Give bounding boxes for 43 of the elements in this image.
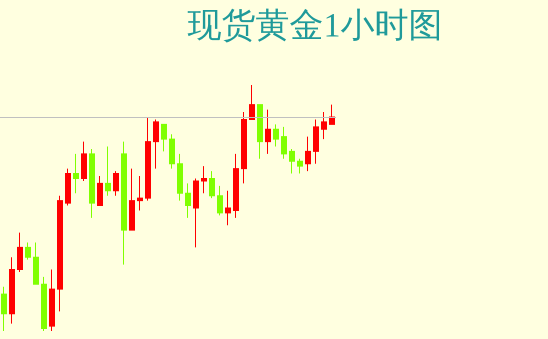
candlestick	[257, 104, 263, 160]
candlestick	[217, 185, 223, 216]
candlestick	[57, 195, 63, 312]
candlestick	[25, 242, 31, 260]
candlestick	[121, 141, 127, 266]
candlestick	[65, 168, 71, 206]
chart-title: 现货黄金1小时图	[188, 8, 442, 44]
candlestick	[9, 256, 15, 324]
candlestick	[281, 126, 287, 160]
candlestick	[41, 276, 47, 332]
candlestick	[273, 124, 279, 147]
candlestick	[33, 242, 39, 285]
candlestick	[241, 112, 247, 184]
candlestick	[153, 118, 159, 170]
candlestick	[129, 168, 135, 231]
candlestick	[49, 269, 55, 332]
candlestick	[185, 182, 191, 218]
candlestick	[73, 153, 79, 194]
candlestick	[161, 124, 167, 152]
candlestick	[89, 148, 95, 218]
candlestick	[297, 158, 303, 174]
candlestick	[137, 176, 143, 211]
candlestick	[169, 134, 175, 170]
candlestick	[105, 146, 111, 196]
candlestick	[289, 148, 295, 174]
candlestick	[249, 84, 255, 120]
candlestick	[265, 109, 271, 154]
candlestick	[209, 170, 215, 199]
candlestick	[145, 116, 151, 202]
candlestick	[113, 170, 119, 196]
candlestick	[313, 118, 319, 164]
candlestick	[177, 153, 183, 202]
candlestick	[201, 166, 207, 194]
candlestick	[193, 178, 199, 248]
candlestick	[321, 112, 327, 140]
candlestick	[97, 176, 103, 206]
candlestick	[1, 286, 7, 332]
candlestick	[329, 104, 335, 125]
candlestick	[225, 190, 231, 226]
candlestick	[17, 232, 23, 272]
candlestick	[305, 136, 311, 172]
candlestick	[233, 153, 239, 218]
candlestick	[81, 141, 87, 182]
